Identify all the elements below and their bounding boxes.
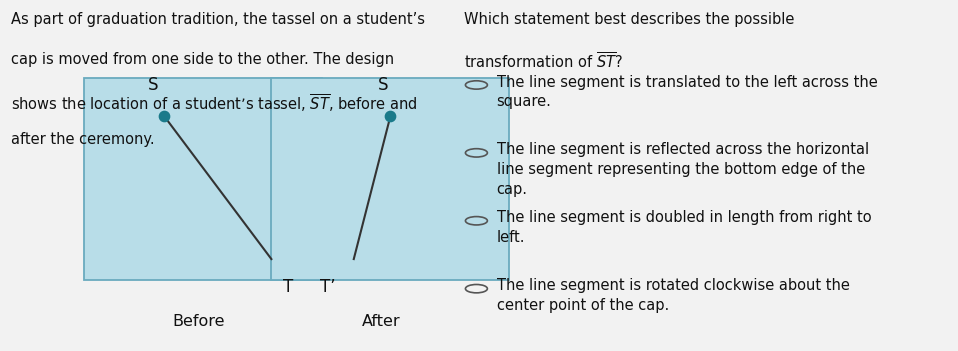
Text: The line segment is doubled in length from right to
left.: The line segment is doubled in length fr…: [496, 210, 871, 245]
Text: The line segment is rotated clockwise about the
center point of the cap.: The line segment is rotated clockwise ab…: [496, 278, 850, 313]
Bar: [271, 78, 510, 280]
Text: After: After: [362, 314, 400, 329]
Text: The line segment is reflected across the horizontal
line segment representing th: The line segment is reflected across the…: [496, 143, 869, 197]
Text: after the ceremony.: after the ceremony.: [11, 132, 154, 147]
Bar: [83, 78, 322, 280]
Text: Before: Before: [171, 314, 224, 329]
Text: T: T: [283, 278, 293, 296]
Text: S: S: [148, 76, 159, 94]
Text: As part of graduation tradition, the tassel on a student’s: As part of graduation tradition, the tas…: [11, 12, 424, 27]
Text: S: S: [377, 76, 388, 94]
Text: cap is moved from one side to the other. The design: cap is moved from one side to the other.…: [11, 52, 394, 67]
Point: [382, 113, 398, 119]
Text: The line segment is translated to the left across the
square.: The line segment is translated to the le…: [496, 74, 878, 109]
Text: transformation of $\overline{ST}$?: transformation of $\overline{ST}$?: [464, 52, 623, 72]
Text: shows the location of a student’s tassel, $\overline{ST}$, before and: shows the location of a student’s tassel…: [11, 92, 417, 113]
Text: Which statement best describes the possible: Which statement best describes the possi…: [464, 12, 794, 27]
Point: [157, 113, 172, 119]
Text: T’: T’: [320, 278, 336, 296]
